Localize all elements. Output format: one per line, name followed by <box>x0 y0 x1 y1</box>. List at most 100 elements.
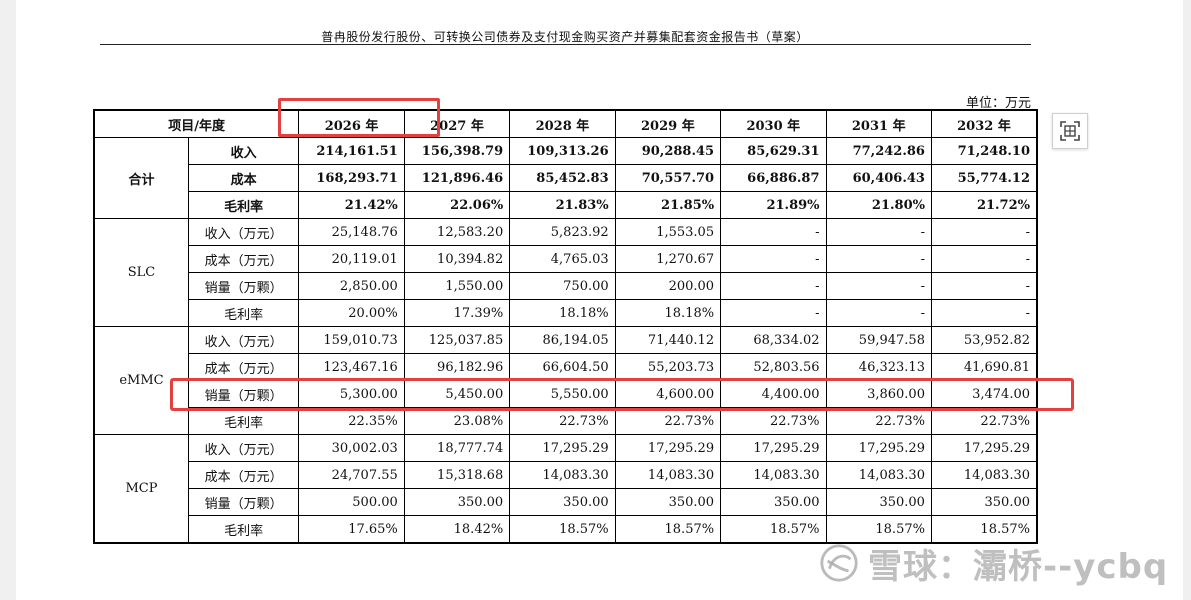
value-cell: 1,550.00 <box>403 272 511 300</box>
scan-button[interactable] <box>1052 113 1088 149</box>
value-cell: 168,293.71 <box>298 164 405 192</box>
value-cell: 22.73% <box>930 407 1038 435</box>
value-cell: 18.57% <box>930 515 1038 544</box>
value-cell: 71,248.10 <box>930 137 1038 165</box>
value-cell: 30,002.03 <box>298 434 405 462</box>
value-cell: 71,440.12 <box>614 326 722 354</box>
value-cell: 18.57% <box>509 515 616 544</box>
value-cell: 125,037.85 <box>403 326 511 354</box>
group-label: 合计 <box>93 137 189 219</box>
table-row: 毛利率 22.35% 23.08% 22.73% 22.73% 22.73% 22.73% 2… <box>94 407 1038 435</box>
value-cell: 500.00 <box>298 488 405 516</box>
metric-label: 收入（万元） <box>187 434 300 462</box>
metric-label: 成本（万元） <box>187 353 300 381</box>
value-cell: 2,850.00 <box>298 272 405 300</box>
value-cell: 60,406.43 <box>825 164 932 192</box>
value-cell: 18.42% <box>403 515 511 544</box>
value-cell: - <box>930 272 1038 300</box>
table-row: 合计 收入 214,161.51 156,398.79 109,313.26 90,288… <box>93 137 1038 219</box>
table-row: 销量（万颗） 5,300.00 5,450.00 5,550.00 4,600.00 4,… <box>94 380 1038 408</box>
value-cell: 22.73% <box>614 407 722 435</box>
value-cell: - <box>720 218 827 246</box>
value-cell: 18.18% <box>509 299 616 327</box>
value-cell: 17.65% <box>298 515 405 544</box>
value-cell: 350.00 <box>720 488 827 516</box>
value-cell: 90,288.45 <box>614 137 722 165</box>
table-row: MCP 收入（万元） 30,002.03 18,777.74 17,295.29 17,2… <box>93 434 1038 544</box>
value-cell: 17,295.29 <box>614 434 722 462</box>
value-cell: 14,083.30 <box>720 461 827 489</box>
value-cell: 22.73% <box>509 407 616 435</box>
value-cell: 350.00 <box>614 488 722 516</box>
snowball-logo-icon <box>820 544 858 582</box>
value-cell: 200.00 <box>614 272 722 300</box>
metric-label: 毛利率 <box>187 299 300 327</box>
value-cell: 66,886.87 <box>720 164 827 192</box>
value-cell: 20,119.01 <box>298 245 405 273</box>
value-cell: 5,823.92 <box>509 218 616 246</box>
value-cell: 68,334.02 <box>720 326 827 354</box>
table-body: 项目/年度 2026 年 2027 年 2028 年 2029 年 2030 年… <box>93 109 1038 544</box>
value-cell: 1,270.67 <box>614 245 722 273</box>
value-cell: - <box>930 299 1038 327</box>
table-row: 成本（万元） 24,707.55 15,318.68 14,083.30 14,083.… <box>94 461 1038 489</box>
value-cell: 5,550.00 <box>509 380 616 408</box>
value-cell: 17.39% <box>403 299 511 327</box>
value-cell: 22.73% <box>720 407 827 435</box>
value-cell: 350.00 <box>825 488 932 516</box>
value-cell: 17,295.29 <box>720 434 827 462</box>
value-cell: 123,467.16 <box>298 353 405 381</box>
header-year: 2032 年 <box>930 109 1038 138</box>
metric-label: 销量（万颗） <box>187 380 300 408</box>
header-year: 2030 年 <box>720 109 827 138</box>
value-cell: 24,707.55 <box>298 461 405 489</box>
value-cell: - <box>720 245 827 273</box>
value-cell: 21.89% <box>720 191 827 219</box>
value-cell: - <box>930 245 1038 273</box>
value-cell: 21.80% <box>825 191 932 219</box>
value-cell: 21.85% <box>614 191 722 219</box>
table-row: SLC 收入（万元） 25,148.76 12,583.20 5,823.92 1,553… <box>93 218 1038 327</box>
value-cell: 86,194.05 <box>509 326 616 354</box>
forecast-table: 项目/年度 2026 年 2027 年 2028 年 2029 年 2030 年… <box>93 109 1038 544</box>
value-cell: - <box>930 218 1038 246</box>
value-cell: 21.83% <box>509 191 616 219</box>
value-cell: 59,947.58 <box>825 326 932 354</box>
value-cell: 41,690.81 <box>930 353 1038 381</box>
value-cell: 85,629.31 <box>720 137 827 165</box>
metric-label: 销量（万颗） <box>187 488 300 516</box>
value-cell: - <box>825 299 932 327</box>
table-row: 成本（万元） 20,119.01 10,394.82 4,765.03 1,270.67… <box>94 245 1038 273</box>
table-row: 成本 168,293.71 121,896.46 85,452.83 70,557.70… <box>94 164 1038 192</box>
value-cell: 18.57% <box>825 515 932 544</box>
value-cell: - <box>720 299 827 327</box>
header-year: 2026 年 <box>298 109 405 138</box>
value-cell: 4,765.03 <box>509 245 616 273</box>
table-row: 毛利率 21.42% 22.06% 21.83% 21.85% 21.89% 21.80% 2… <box>94 191 1038 219</box>
table-header-row: 项目/年度 2026 年 2027 年 2028 年 2029 年 2030 年… <box>93 109 1038 138</box>
value-cell: 350.00 <box>403 488 511 516</box>
metric-label: 成本 <box>187 164 300 192</box>
value-cell: 22.06% <box>403 191 511 219</box>
value-cell: 10,394.82 <box>403 245 511 273</box>
value-cell: - <box>720 272 827 300</box>
metric-label: 毛利率 <box>187 191 300 219</box>
annotation-highlight-2026 <box>278 98 440 137</box>
value-cell: 18.57% <box>614 515 722 544</box>
metric-label: 销量（万颗） <box>187 272 300 300</box>
group-label: SLC <box>93 218 189 327</box>
table-row: eMMC 收入（万元） 159,010.73 125,037.85 86,194.05 7… <box>93 326 1038 435</box>
value-cell: 3,860.00 <box>825 380 932 408</box>
value-cell: 14,083.30 <box>825 461 932 489</box>
value-cell: 53,952.82 <box>930 326 1038 354</box>
value-cell: 55,203.73 <box>614 353 722 381</box>
value-cell: 96,182.96 <box>403 353 511 381</box>
value-cell: - <box>825 245 932 273</box>
value-cell: 3,474.00 <box>930 380 1038 408</box>
value-cell: 1,553.05 <box>614 218 722 246</box>
table-row: 毛利率 20.00% 17.39% 18.18% 18.18% - - - <box>94 299 1038 327</box>
value-cell: 17,295.29 <box>509 434 616 462</box>
value-cell: 12,583.20 <box>403 218 511 246</box>
value-cell: 15,318.68 <box>403 461 511 489</box>
watermark: 雪球：灞桥--ycbq <box>818 540 1168 587</box>
